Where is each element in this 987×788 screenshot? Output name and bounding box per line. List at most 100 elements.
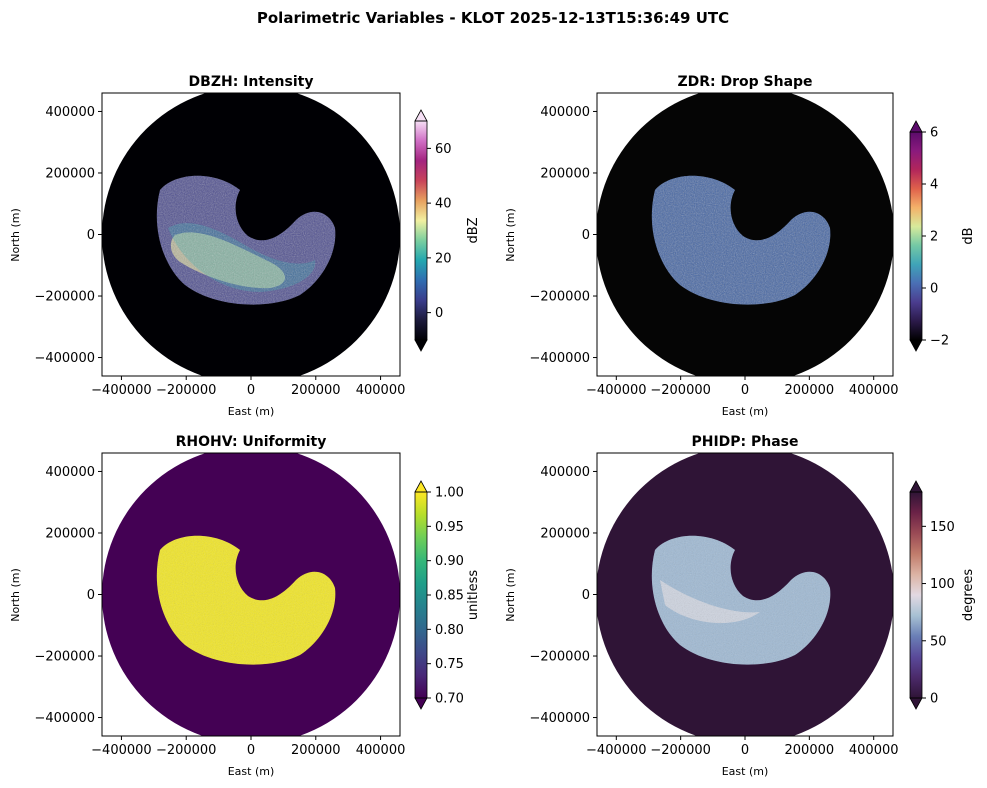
colorbar-label: unitless <box>466 570 481 621</box>
colorbar-tick-label: 1.00 <box>435 486 464 501</box>
x-tick-label: −400000 <box>91 743 152 758</box>
colorbar-frame <box>414 120 428 341</box>
y-tick-label: −200000 <box>34 290 95 305</box>
panel-phidp: PHIDP: Phase 4000002000000−200000−400000… <box>504 434 976 778</box>
y-tick-label: 0 <box>582 228 590 243</box>
y-axis-label: North (m) <box>504 208 517 262</box>
x-tick-label: 200000 <box>785 383 835 398</box>
colorbar-tick-label: 0.95 <box>435 520 464 535</box>
colorbar-label: dBZ <box>466 217 481 243</box>
y-tick-label: −200000 <box>34 650 95 665</box>
x-tick-label: 400000 <box>356 743 406 758</box>
x-tick-label: 400000 <box>356 383 406 398</box>
range-disc <box>102 453 400 736</box>
colorbar-tick-label: 6 <box>930 126 938 141</box>
y-tick-label: −200000 <box>529 290 590 305</box>
x-tick-label: 0 <box>247 743 255 758</box>
colorbar-tick-label: 0.90 <box>435 554 464 569</box>
colorbar-gradient <box>415 121 427 340</box>
colorbar-label: dB <box>961 227 976 244</box>
colorbar-extend-min <box>414 697 428 710</box>
y-tick-label: −400000 <box>34 711 95 726</box>
panel-title: DBZH: Intensity <box>189 74 314 90</box>
colorbar-gradient <box>910 132 922 340</box>
y-axis-label: North (m) <box>504 568 517 622</box>
colorbar-frame <box>909 491 923 699</box>
x-tick-label: 400000 <box>849 383 899 398</box>
colorbar-tick-label: 0 <box>435 306 443 321</box>
colorbar: −2 0 2 4 6 dB <box>909 120 976 352</box>
x-tick-label: 0 <box>741 743 749 758</box>
y-tick-label: 0 <box>582 588 590 603</box>
x-axis-label: East (m) <box>722 405 769 418</box>
panel-title: PHIDP: Phase <box>691 434 798 450</box>
y-tick-label: 200000 <box>540 526 590 541</box>
x-tick-label: 200000 <box>785 743 835 758</box>
colorbar-tick-label: 60 <box>435 142 452 157</box>
echo-texture <box>156 175 336 305</box>
panel-dbzh: DBZH: Intensity 400000 200000 0 −200000 −400… <box>9 74 481 418</box>
x-tick-label: −200000 <box>650 383 711 398</box>
colorbar-gradient <box>415 492 427 698</box>
x-tick-label: −400000 <box>91 383 152 398</box>
y-ticks: 400000 200000 0 −200000 −400000 <box>529 465 597 726</box>
colorbar-tick-label: 0 <box>930 282 938 297</box>
y-tick-label: −400000 <box>34 351 95 366</box>
colorbar-tick-label: 0 <box>930 692 938 707</box>
colorbar-tick-label: 4 <box>930 178 938 193</box>
y-ticks: 400000 200000 0 −200000 −400000 <box>34 465 102 726</box>
x-tick-label: 0 <box>247 383 255 398</box>
x-ticks: −400000 −200000 0 200000 400000 <box>586 376 899 398</box>
colorbar: 0 50 100 150 degrees <box>909 480 976 710</box>
colorbar-extend-max <box>414 480 428 493</box>
colorbar-tick-label: 0.70 <box>435 692 464 707</box>
colorbar-tick-label: 0.75 <box>435 657 464 672</box>
x-tick-label: −400000 <box>586 743 647 758</box>
colorbar-tick-label: 0.85 <box>435 589 464 604</box>
y-ticks: 400000 200000 0 −200000 −400000 <box>529 105 597 366</box>
colorbar: 0 20 40 60 dBZ <box>414 109 481 352</box>
x-tick-label: −200000 <box>156 743 217 758</box>
y-ticks: 400000 200000 0 −200000 −400000 <box>34 105 102 366</box>
colorbar-extend-min <box>909 697 923 710</box>
y-tick-label: 400000 <box>540 105 590 120</box>
range-disc <box>597 453 893 736</box>
panel-zdr: ZDR: Drop Shape 4000002000000−200000−400… <box>504 74 976 418</box>
range-disc <box>102 93 400 376</box>
colorbar-label: degrees <box>961 569 976 622</box>
echo-texture <box>651 535 831 665</box>
y-tick-label: −400000 <box>529 711 590 726</box>
y-tick-label: 400000 <box>540 465 590 480</box>
echo-texture <box>651 175 831 305</box>
colorbar-extend-min <box>909 339 923 352</box>
colorbar-tick-label: 20 <box>435 251 452 266</box>
y-tick-label: 200000 <box>45 166 95 181</box>
x-ticks: −400000 −200000 0 200000 400000 <box>586 736 899 758</box>
panel-title: RHOHV: Uniformity <box>176 434 327 450</box>
x-axis-label: East (m) <box>722 765 769 778</box>
x-tick-label: −200000 <box>156 383 217 398</box>
x-tick-label: −200000 <box>650 743 711 758</box>
colorbar-extend-max <box>909 480 923 493</box>
colorbar-extend-max <box>909 120 923 133</box>
colorbar-tick-label: 150 <box>930 520 955 535</box>
y-tick-label: 400000 <box>45 465 95 480</box>
y-tick-label: 400000 <box>45 105 95 120</box>
colorbar: 0.70 0.75 0.80 0.85 0.90 0.95 1.00 unitless <box>414 480 481 710</box>
echo-texture <box>156 535 336 665</box>
y-tick-label: 200000 <box>540 166 590 181</box>
y-axis-label: North (m) <box>9 208 22 262</box>
x-tick-label: 200000 <box>291 743 341 758</box>
x-tick-label: −400000 <box>586 383 647 398</box>
panel-title: ZDR: Drop Shape <box>677 74 812 90</box>
colorbar-tick-label: 100 <box>930 577 955 592</box>
colorbar-tick-label: 2 <box>930 230 938 245</box>
colorbar-extend-min <box>414 339 428 352</box>
y-tick-label: 200000 <box>45 526 95 541</box>
x-tick-label: 0 <box>741 383 749 398</box>
colorbar-gradient <box>910 492 922 698</box>
x-axis-label: East (m) <box>228 765 275 778</box>
y-tick-label: 0 <box>87 588 95 603</box>
x-ticks: −400000 −200000 0 200000 400000 <box>91 376 405 398</box>
